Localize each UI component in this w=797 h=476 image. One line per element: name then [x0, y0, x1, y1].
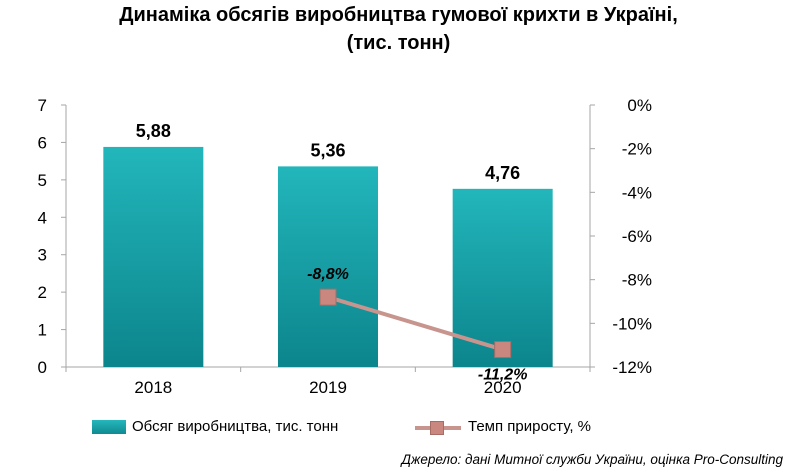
y-left-tick-label: 0: [38, 358, 47, 377]
y-right-tick-label: -4%: [622, 183, 652, 202]
bar: [103, 146, 204, 367]
bar-data-label: 4,76: [485, 163, 520, 183]
bar: [452, 188, 553, 367]
source-note: Джерело: дані Митної служби України, оці…: [401, 452, 783, 467]
y-left-tick-label: 6: [38, 133, 47, 152]
chart-title-line2: (тис. тонн): [346, 32, 451, 54]
legend-bar-swatch: [92, 420, 126, 434]
y-right-tick-label: -12%: [612, 358, 652, 377]
bar: [278, 166, 378, 367]
y-left-tick-label: 4: [38, 208, 47, 227]
growth-line: [327, 295, 504, 352]
y-left-tick-label: 1: [38, 321, 47, 340]
y-right-tick-label: -6%: [622, 227, 652, 246]
y-right-tick-label: -10%: [612, 314, 652, 333]
x-tick-label: 2020: [484, 378, 522, 397]
growth-marker: [319, 288, 337, 306]
chart-title-line1: Динаміка обсягів виробництва гумової кри…: [119, 4, 678, 26]
growth-data-label: -11,2%: [478, 367, 528, 384]
y-left-tick-label: 2: [38, 283, 47, 302]
y-left-tick-label: 7: [38, 96, 47, 115]
y-left-tick-label: 5: [38, 171, 47, 190]
growth-marker: [494, 341, 512, 359]
y-right-tick-label: 0%: [627, 96, 652, 115]
legend-label-growth: Темп приросту, %: [468, 418, 592, 435]
bar-data-label: 5,88: [136, 121, 171, 141]
chart-legend: Обсяг виробництва, тис. тонн Темп прирос…: [0, 415, 797, 439]
y-right-tick-label: -8%: [622, 271, 652, 290]
legend-label-volume: Обсяг виробництва, тис. тонн: [132, 418, 339, 435]
y-right-tick-label: -2%: [622, 140, 652, 159]
y-left-tick-label: 3: [38, 246, 47, 265]
x-tick-label: 2018: [134, 378, 172, 397]
bar-data-label: 5,36: [310, 140, 345, 160]
growth-data-label: -8,8%: [307, 266, 349, 283]
x-tick-label: 2019: [309, 378, 347, 397]
legend-marker-swatch: [430, 421, 444, 435]
